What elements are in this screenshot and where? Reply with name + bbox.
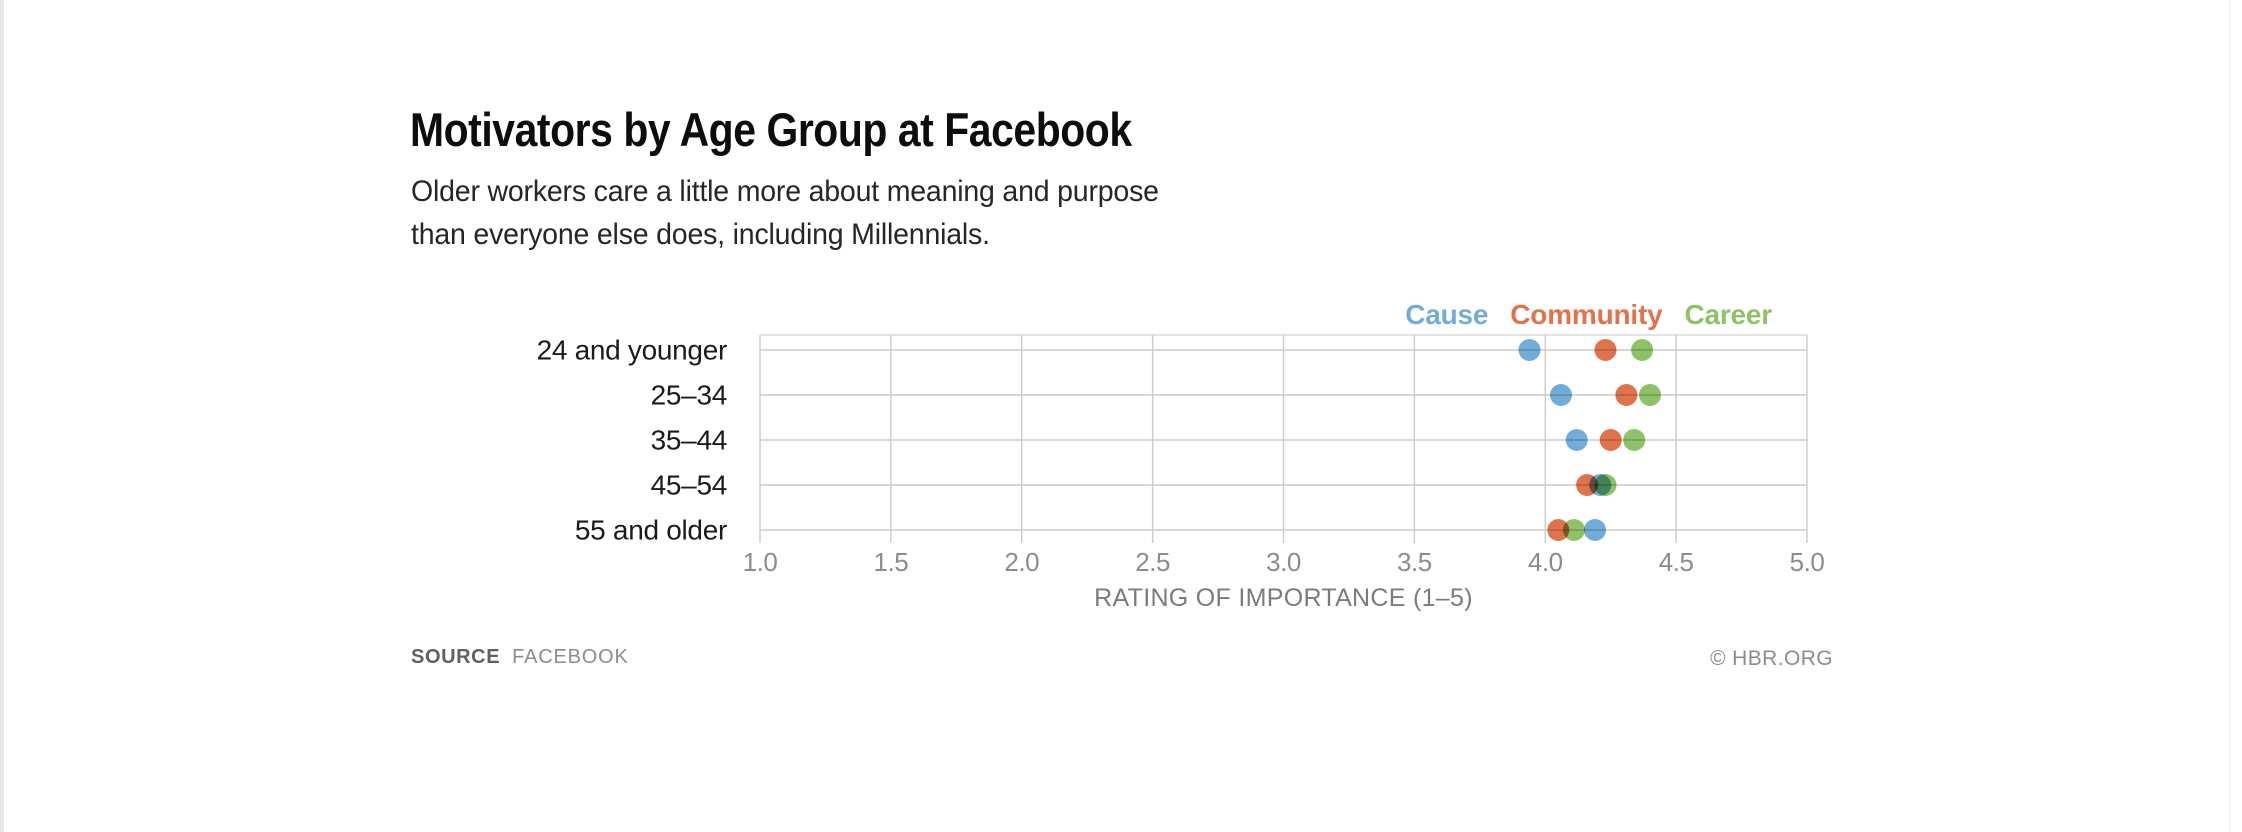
y-category-label-1: 25–34 xyxy=(651,380,727,411)
y-category-label-3: 45–54 xyxy=(651,470,727,501)
x-tick-label-5.0: 5.0 xyxy=(1790,547,1825,577)
x-tick-label-3.5: 3.5 xyxy=(1397,547,1432,577)
source-line: SOURCE FACEBOOK xyxy=(411,646,629,669)
dot-community-2 xyxy=(1599,429,1622,451)
x-tick-label-3.0: 3.0 xyxy=(1266,547,1301,577)
x-tick-label-4.5: 4.5 xyxy=(1659,547,1694,577)
source-value: FACEBOOK xyxy=(512,646,629,668)
legend-item-community: Community xyxy=(1510,299,1663,330)
y-category-label-4: 55 and older xyxy=(575,515,727,546)
x-tick-label-1.5: 1.5 xyxy=(874,547,909,577)
y-category-label-0: 24 and younger xyxy=(537,335,727,366)
dot-community-1 xyxy=(1615,384,1638,406)
dot-cause-0 xyxy=(1518,339,1541,361)
y-category-label-2: 35–44 xyxy=(651,425,727,456)
x-axis-title: RATING OF IMPORTANCE (1–5) xyxy=(1094,584,1473,612)
chart-subtitle-line2: than everyone else does, including Mille… xyxy=(411,218,990,251)
legend-item-cause: Cause xyxy=(1405,299,1489,330)
dot-career-1 xyxy=(1639,384,1661,406)
legend-item-career: Career xyxy=(1684,299,1772,330)
x-tick-label-4.0: 4.0 xyxy=(1528,547,1563,577)
x-tick-label-2.0: 2.0 xyxy=(1004,547,1039,577)
dot-cause-4 xyxy=(1584,519,1606,541)
dot-career-4 xyxy=(1563,519,1585,541)
x-tick-label-1.0: 1.0 xyxy=(743,547,778,577)
dot-career-2 xyxy=(1623,429,1646,451)
dot-community-0 xyxy=(1594,339,1617,361)
x-tick-label-2.5: 2.5 xyxy=(1135,547,1170,577)
dot-career-0 xyxy=(1631,339,1654,361)
page-left-border xyxy=(0,0,4,832)
chart-subtitle: Older workers care a little more about m… xyxy=(411,170,1159,256)
copyright: © HBR.ORG xyxy=(1710,647,1833,670)
source-label: SOURCE xyxy=(411,646,501,668)
legend: Cause Community Career xyxy=(760,299,1772,331)
chart-title: Motivators by Age Group at Facebook xyxy=(410,103,1132,156)
dot-cause-2 xyxy=(1565,429,1588,451)
dot-community-3 xyxy=(1576,474,1599,496)
dot-cause-1 xyxy=(1550,384,1572,406)
dot-career-3 xyxy=(1594,474,1617,496)
dot-community-4 xyxy=(1547,519,1570,541)
chart-subtitle-line1: Older workers care a little more about m… xyxy=(411,175,1159,208)
page-right-border xyxy=(2229,0,2231,832)
